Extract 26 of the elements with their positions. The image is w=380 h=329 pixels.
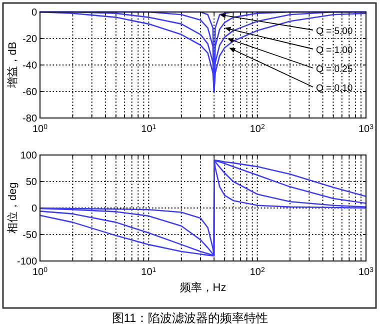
- y-tick-label: -50: [22, 230, 38, 241]
- y-tick-label: 100: [20, 150, 38, 162]
- x-tick-label: 10$^{3}$: [358, 266, 374, 278]
- y-tick-label: 50: [26, 177, 38, 188]
- y-tick-label: 0: [31, 204, 38, 214]
- x-tick-label: 10$^{2}$: [250, 266, 265, 278]
- x-tick-label: 10$^{3}$: [358, 124, 374, 135]
- x-tick-label: 10$^{1}$: [141, 124, 156, 135]
- y-tick-label: -100: [16, 256, 38, 268]
- y-axis-title: 增益，dB: [7, 42, 19, 90]
- y-tick-label: -20: [22, 34, 38, 45]
- annotation: Q = 1.00: [316, 45, 353, 56]
- x-tick-label: 10$^{1}$: [141, 266, 156, 278]
- y-tick-label: 0: [31, 8, 38, 18]
- x-tick-label: 10$^{0}$: [32, 124, 48, 135]
- annotation: Q = 0.10: [316, 83, 353, 94]
- annotation: Q = 0.25: [316, 64, 353, 75]
- annotation: Q = 5.00: [316, 26, 353, 37]
- y-tick-label: -80: [22, 114, 38, 124]
- caption: 图11：陷波滤波器的频率特性: [112, 311, 268, 325]
- x-tick-label: 10$^{0}$: [32, 266, 48, 278]
- x-tick-label: 10$^{2}$: [250, 124, 265, 135]
- y-axis-title: 相位，deg: [6, 182, 19, 234]
- y-tick-label: -40: [22, 60, 38, 72]
- x-axis-title: 频率，Hz: [180, 281, 226, 294]
- y-tick-label: -60: [22, 87, 38, 98]
